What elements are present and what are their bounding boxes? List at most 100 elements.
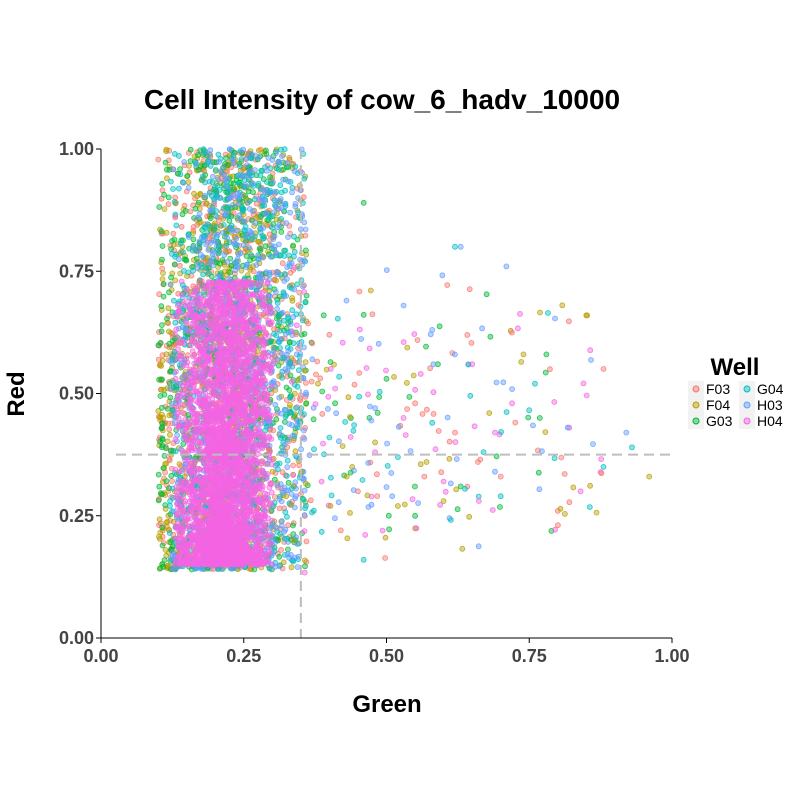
point-g03 (225, 162, 232, 169)
point-h04 (259, 294, 266, 301)
point-h04 (172, 375, 179, 382)
point-h03 (221, 212, 228, 219)
point-g04 (225, 188, 231, 195)
point-h03 (256, 270, 263, 277)
point-h03 (194, 265, 201, 272)
point-h03 (287, 321, 294, 328)
point-g04 (274, 299, 281, 306)
point-f04 (273, 277, 280, 284)
point-h03 (268, 242, 275, 249)
point-h03 (273, 250, 280, 257)
point-h03 (221, 171, 228, 178)
point-h03 (246, 206, 253, 212)
point-g03 (156, 483, 163, 490)
point-f04 (176, 461, 183, 468)
point-f04 (172, 277, 179, 284)
point-g04 (267, 213, 274, 220)
point-f04 (289, 297, 296, 304)
point-g04 (206, 190, 213, 196)
point-h03 (276, 394, 283, 401)
point-f04 (185, 179, 192, 186)
point-h03 (216, 158, 223, 165)
point-g04 (204, 229, 211, 236)
point-f04 (203, 200, 210, 207)
point-f04 (161, 206, 168, 213)
point-f04 (166, 412, 173, 419)
point-f04 (302, 359, 309, 366)
point-g04 (239, 205, 246, 212)
point-h03 (270, 236, 277, 243)
point-g03 (171, 261, 178, 268)
point-g04 (241, 227, 248, 233)
point-g04 (263, 179, 270, 186)
point-g03 (168, 246, 175, 253)
point-h03 (222, 183, 229, 190)
point-g04 (278, 215, 285, 222)
point-h03 (245, 199, 251, 206)
point-g03 (223, 155, 229, 162)
point-g04 (167, 178, 174, 185)
point-h03 (241, 218, 248, 225)
point-g04 (282, 509, 289, 515)
point-h03 (274, 356, 281, 362)
point-f04 (164, 438, 171, 445)
point-h03 (240, 242, 247, 249)
point-h03 (273, 524, 280, 531)
point-h03 (279, 309, 286, 316)
point-h04 (178, 278, 185, 285)
point-f04 (158, 386, 165, 393)
point-f04 (159, 276, 166, 283)
point-f04 (255, 147, 262, 154)
point-h04 (184, 286, 191, 293)
point-g04 (238, 156, 245, 163)
point-h03 (249, 231, 255, 237)
point-g04 (190, 267, 197, 274)
point-g04 (277, 327, 284, 334)
point-h03 (246, 175, 253, 182)
point-h03 (246, 168, 253, 175)
point-h03 (244, 162, 251, 169)
point-g03 (169, 238, 176, 244)
point-h03 (246, 244, 252, 251)
point-f04 (301, 557, 308, 564)
point-f03 (290, 462, 297, 469)
point-h03 (205, 247, 212, 254)
point-g03 (267, 174, 274, 181)
point-g04 (167, 502, 173, 509)
point-g03 (159, 424, 166, 431)
point-h03 (195, 214, 201, 221)
point-g04 (286, 252, 293, 259)
point-h03 (272, 203, 279, 210)
point-g04 (220, 164, 226, 171)
point-h03 (198, 234, 205, 241)
point-h03 (279, 153, 285, 160)
point-h04 (172, 436, 179, 443)
point-g03 (159, 243, 166, 250)
point-f04 (163, 146, 170, 153)
point-g04 (216, 186, 223, 193)
point-g03 (160, 281, 167, 288)
point-h03 (216, 195, 223, 202)
point-g03 (216, 260, 223, 267)
point-h03 (233, 227, 240, 234)
point-h03 (285, 234, 291, 241)
point-g04 (277, 146, 284, 153)
point-h03 (221, 251, 228, 258)
point-g03 (158, 328, 165, 335)
point-g04 (248, 252, 255, 258)
point-h03 (289, 432, 296, 439)
point-f03 (172, 194, 179, 201)
point-h03 (194, 246, 201, 253)
point-g04 (206, 223, 213, 230)
point-g04 (279, 374, 286, 381)
point-g03 (159, 442, 166, 449)
point-h03 (207, 207, 214, 214)
point-g04 (275, 166, 282, 173)
point-g04 (277, 425, 284, 431)
point-h03 (272, 289, 279, 295)
point-f03 (302, 232, 309, 239)
point-f04 (197, 190, 204, 197)
point-g03 (245, 188, 252, 195)
point-g03 (262, 243, 269, 250)
point-f03 (187, 208, 194, 215)
